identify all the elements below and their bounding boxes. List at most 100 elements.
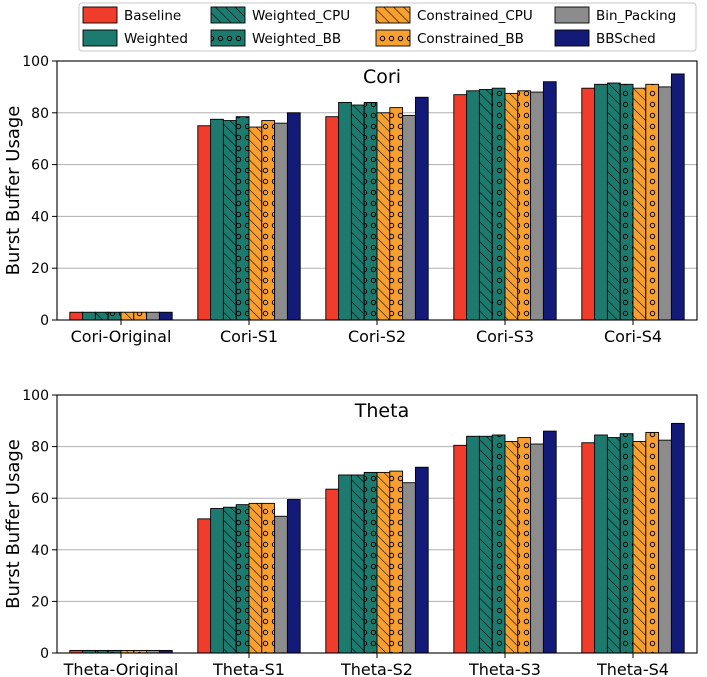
y-axis-label: Burst Buffer Usage [3, 439, 24, 609]
chart-title: Cori [363, 66, 401, 88]
x-tick-label-theta-original: Theta-Original [63, 660, 179, 677]
chart-panel-theta: 0 20 40 60 80 100 Theta-Original Theta-S1 Theta-… [3, 388, 698, 677]
bar-cori-s4-weighted-bb [619, 83, 634, 321]
bar-cori-original-constrained-cpu [120, 311, 135, 321]
bar-cori-original-bin-packing [146, 311, 160, 321]
bar-theta-s2-baseline [325, 488, 340, 654]
y-axis-label: Burst Buffer Usage [3, 106, 24, 276]
legend-swatch-weighted-cpu [210, 6, 246, 24]
legend-label-constrained-bb: Constrained_BB [417, 31, 524, 47]
bar-theta-s3-weighted-bb [491, 434, 506, 654]
bar-theta-s1-baseline [197, 518, 212, 654]
bar-cori-s1-bin-packing [274, 122, 288, 321]
bar-theta-s1-constrained-cpu [248, 502, 263, 654]
x-tick-label-cori-original: Cori-Original [71, 327, 172, 346]
x-tick-label-cori-s3: Cori-S3 [476, 327, 534, 346]
x-tick-label-cori-s2: Cori-S2 [348, 327, 406, 346]
bar-cori-original-weighted [82, 311, 96, 321]
bar-theta-s2-constrained-cpu [376, 471, 391, 654]
x-tick-label-cori-s1: Cori-S1 [220, 327, 278, 346]
bar-theta-s3-bbsched [542, 430, 557, 654]
x-tick-label-theta-s3: Theta-S3 [468, 660, 541, 677]
bar-theta-s4-weighted-bb [619, 433, 634, 654]
bar-cori-s2-weighted-bb [363, 101, 378, 321]
y-tick-label: 20 [31, 261, 49, 277]
bar-theta-s4-weighted-cpu [606, 437, 621, 654]
bar-theta-s2-bin-packing [402, 482, 416, 654]
bar-cori-s1-constrained-cpu [248, 126, 263, 321]
x-tick-label-theta-s2: Theta-S2 [340, 660, 413, 677]
bar-cori-s4-baseline [581, 87, 596, 321]
bar-cori-original-baseline [69, 311, 84, 321]
bar-cori-s4-bbsched [670, 73, 685, 321]
bar-theta-s3-baseline [453, 444, 468, 654]
bar-cori-s4-weighted-cpu [606, 82, 621, 321]
y-tick-label: 0 [40, 646, 49, 662]
legend-label-weighted-cpu: Weighted_CPU [252, 8, 350, 24]
bar-cori-s3-weighted-cpu [478, 89, 493, 321]
bar-theta-s2-constrained-bb [389, 470, 404, 654]
y-tick-label: 0 [40, 313, 49, 329]
bar-cori-s2-bbsched [414, 96, 429, 321]
bar-cori-s1-baseline [197, 125, 212, 321]
bar-theta-s2-weighted-bb [363, 471, 378, 654]
bar-theta-s2-bbsched [414, 466, 429, 654]
bar-theta-s2-weighted [338, 474, 352, 654]
chart-panel-cori: 0 20 40 60 80 100 Cori-Original Cori-S1 Cori-S2 C… [3, 54, 698, 346]
legend-label-weighted: Weighted [124, 31, 188, 47]
y-tick-label: 20 [31, 594, 49, 610]
bar-cori-s3-constrained-cpu [504, 92, 519, 321]
bar-theta-s3-constrained-cpu [504, 440, 519, 654]
bar-theta-s1-weighted [210, 508, 224, 654]
bar-cori-s4-constrained-bb [645, 83, 660, 321]
legend-swatch-constrained-cpu [375, 6, 411, 24]
bar-cori-s3-weighted-bb [491, 87, 506, 321]
bar-cori-s2-constrained-bb [389, 107, 404, 321]
y-tick-label: 40 [31, 543, 49, 559]
bar-cori-s2-baseline [325, 116, 340, 321]
legend-label-constrained-cpu: Constrained_CPU [417, 8, 533, 24]
bar-cori-s2-bin-packing [402, 114, 416, 321]
bar-theta-s3-constrained-bb [517, 437, 532, 654]
x-tick-label-cori-s4: Cori-S4 [604, 327, 662, 346]
bar-theta-s4-constrained-cpu [632, 440, 647, 654]
bar-theta-s1-bin-packing [274, 515, 288, 654]
bar-theta-s4-baseline [581, 442, 596, 654]
bar-theta-s1-constrained-bb [261, 502, 276, 654]
bar-theta-s3-weighted-cpu [478, 435, 493, 654]
chart-title: Theta [354, 400, 409, 422]
bar-cori-original-weighted-cpu [94, 311, 109, 321]
y-tick-label: 40 [31, 209, 49, 225]
legend-label-bin-packing: Bin_Packing [596, 8, 676, 24]
legend-label-weighted-bb: Weighted_BB [252, 31, 341, 47]
legend-label-bbsched: BBSched [596, 31, 656, 47]
bar-cori-s2-weighted-cpu [350, 104, 365, 321]
bar-cori-original-bbsched [158, 311, 173, 321]
legend-swatch-weighted [82, 29, 118, 47]
legend: Baseline Weighted Weighted_CPU Weighted_BB C… [78, 2, 697, 52]
bar-cori-s1-bbsched [286, 112, 301, 321]
bar-cori-s3-bbsched [542, 81, 557, 321]
bar-cori-s1-weighted-cpu [222, 120, 237, 321]
y-tick-label: 60 [31, 158, 49, 174]
x-tick-label-theta-s4: Theta-S4 [596, 660, 669, 677]
bar-theta-s3-weighted [466, 435, 480, 654]
legend-swatch-bin-packing [554, 6, 590, 24]
bar-cori-s2-constrained-cpu [376, 112, 391, 321]
legend-swatch-bbsched [554, 29, 590, 47]
x-tick-label-theta-s1: Theta-S1 [212, 660, 285, 677]
bar-theta-s4-bbsched [670, 422, 685, 654]
bar-cori-s4-bin-packing [658, 86, 672, 321]
y-tick-label: 80 [31, 440, 49, 456]
bar-cori-s3-bin-packing [530, 91, 544, 321]
legend-label-baseline: Baseline [124, 8, 181, 24]
y-tick-label: 100 [22, 54, 49, 70]
bar-cori-original-weighted-bb [107, 311, 122, 321]
bar-theta-s4-weighted [594, 434, 608, 654]
bar-cori-s3-constrained-bb [517, 90, 532, 321]
bar-theta-s4-bin-packing [658, 439, 672, 654]
bar-cori-s3-baseline [453, 94, 468, 321]
bar-cori-s2-weighted [338, 101, 352, 321]
bar-theta-s1-weighted-cpu [222, 506, 237, 654]
